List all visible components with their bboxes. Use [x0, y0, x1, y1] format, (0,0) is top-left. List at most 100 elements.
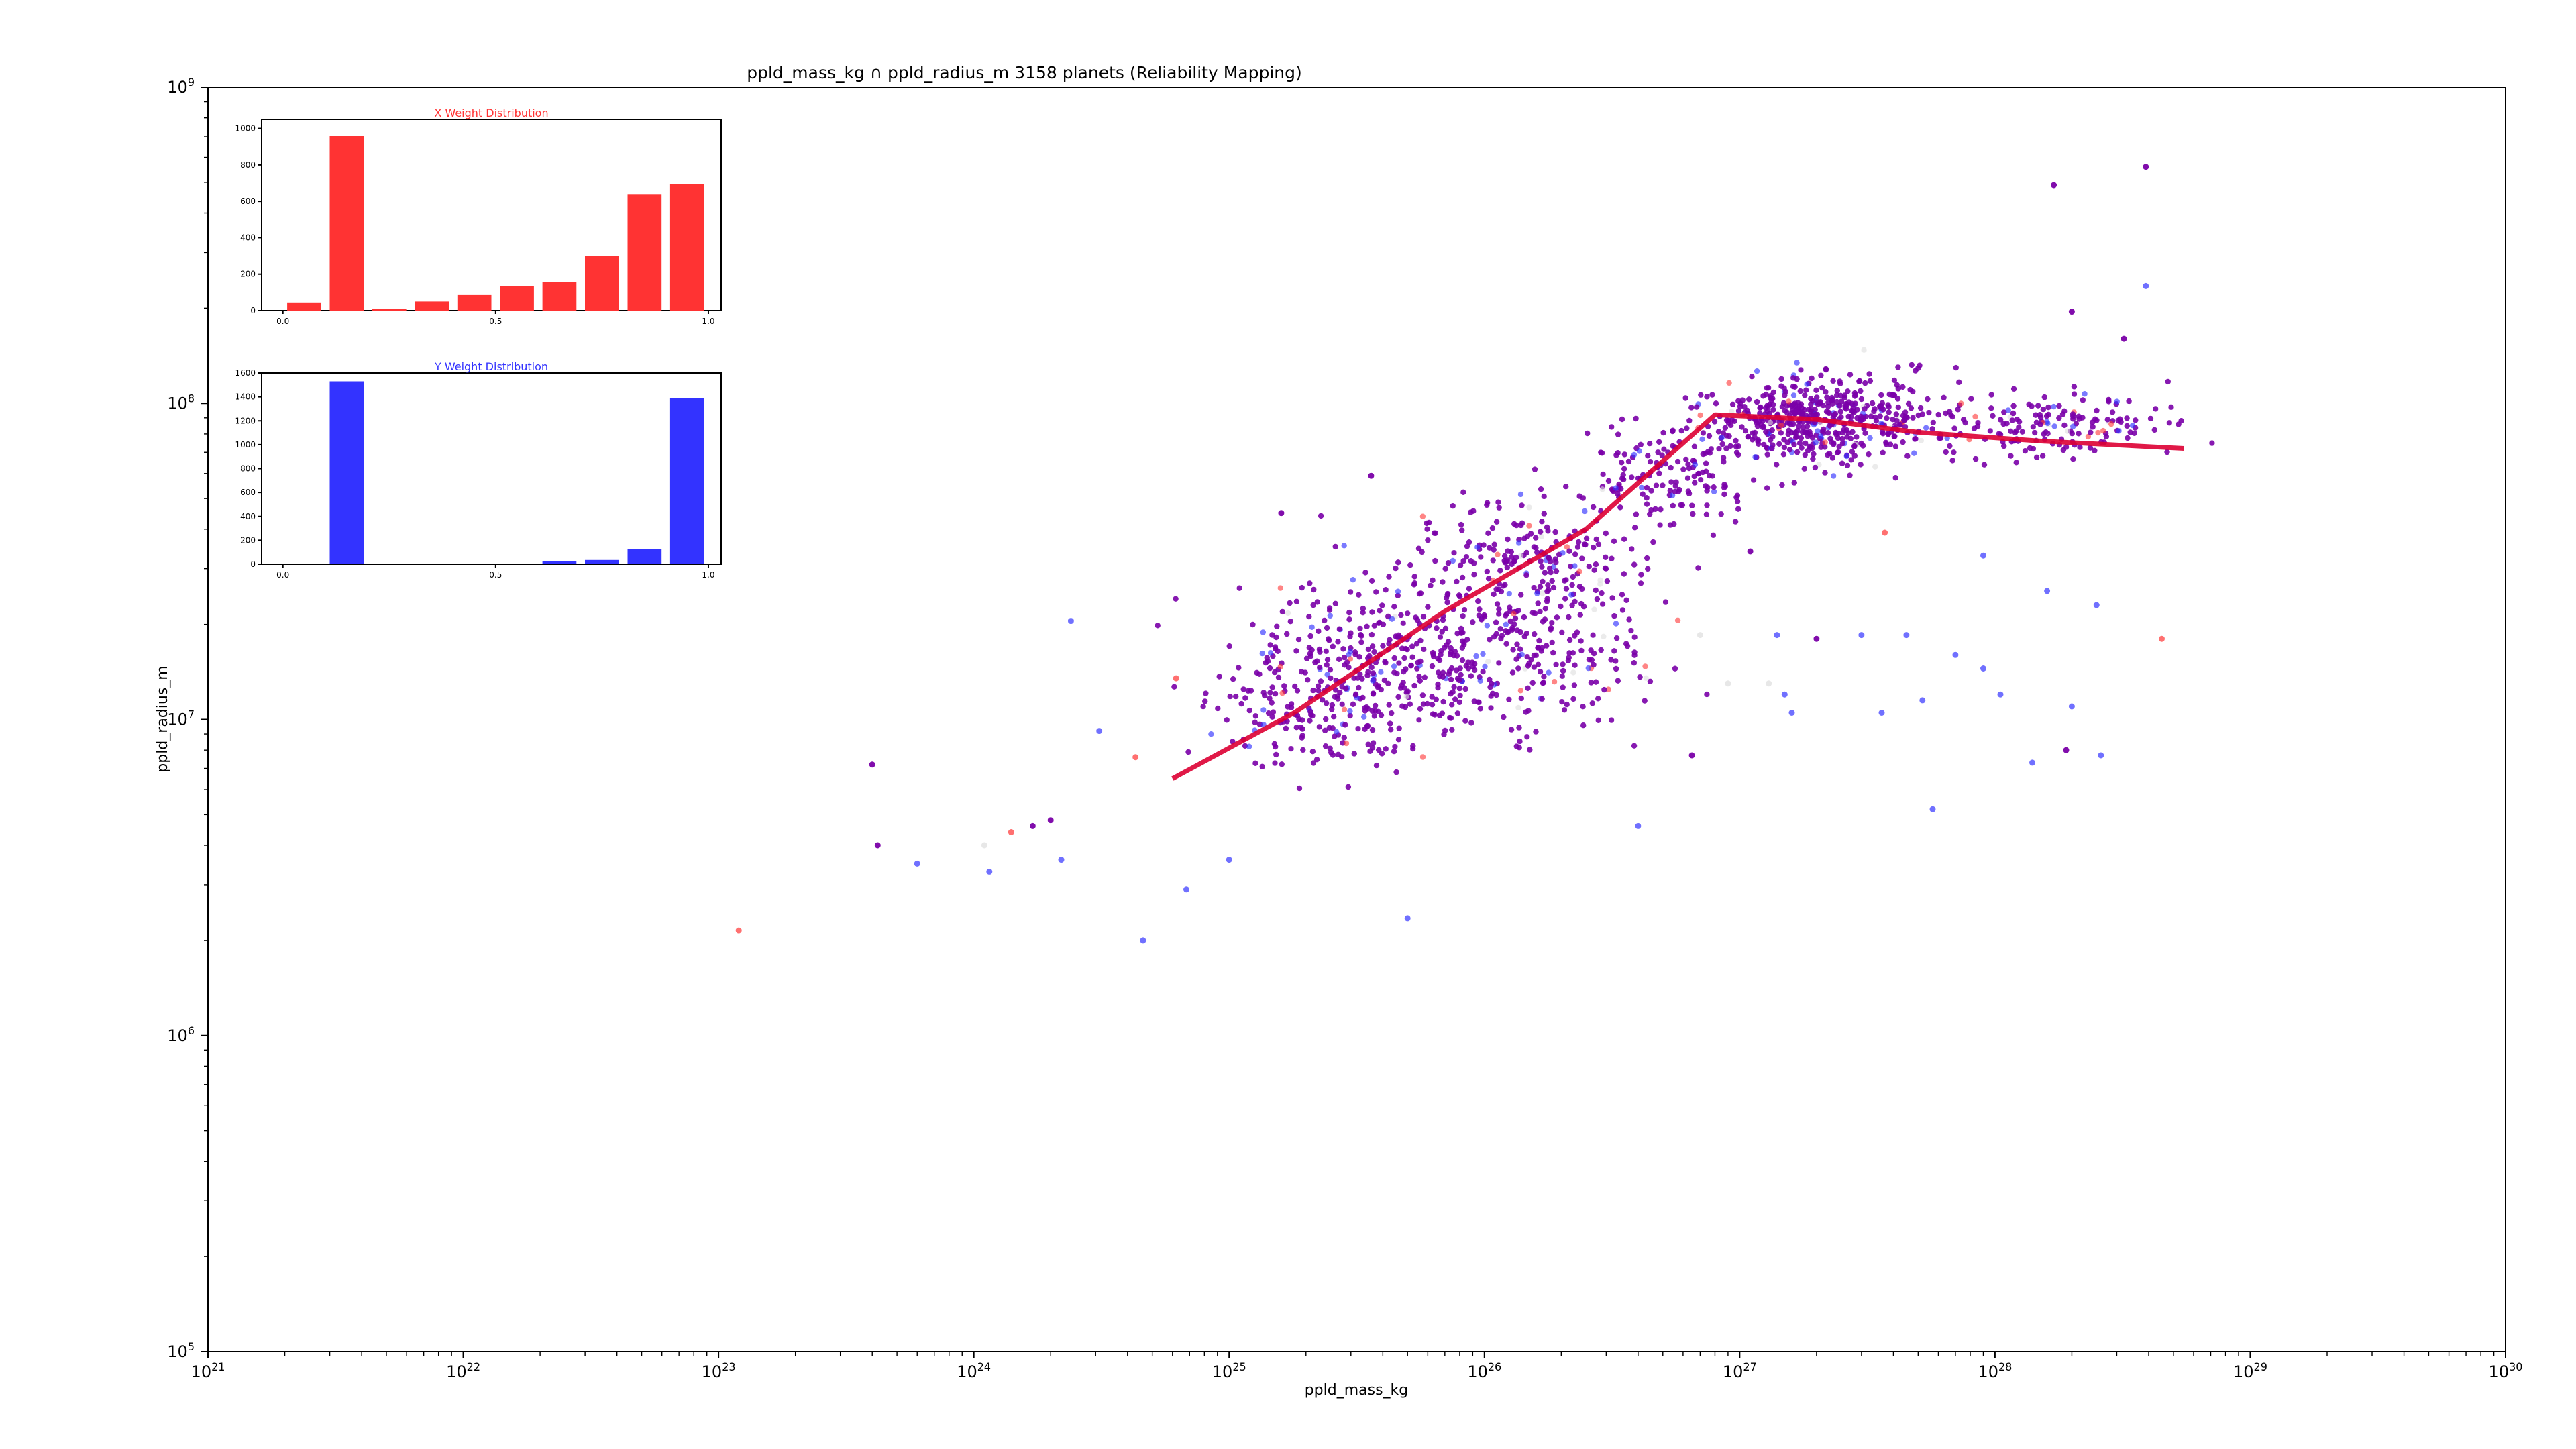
scatter-point	[1678, 502, 1684, 508]
scatter-point	[1704, 691, 1710, 698]
scatter-point	[1371, 713, 1377, 719]
scatter-point	[1647, 678, 1654, 684]
scatter-point	[1293, 648, 1299, 654]
scatter-point	[1729, 409, 1735, 415]
scatter-point	[1391, 748, 1397, 755]
scatter-point	[2166, 420, 2172, 426]
scatter-point	[2117, 416, 2123, 422]
scatter-point	[1817, 433, 1824, 439]
x-tick-label: 1027	[1723, 1360, 1757, 1381]
scatter-point	[2051, 182, 2057, 189]
scatter-point	[1878, 710, 1885, 716]
scatter-point	[1593, 536, 1599, 543]
scatter-point	[1535, 600, 1541, 606]
scatter-point	[1428, 582, 1434, 588]
scatter-point	[1599, 601, 1606, 607]
scatter-point	[1458, 672, 1464, 678]
scatter-point	[1644, 495, 1650, 501]
scatter-point	[1400, 680, 1406, 686]
scatter-point	[1588, 647, 1594, 653]
scatter-point	[1341, 543, 1347, 549]
scatter-point	[1682, 395, 1688, 401]
scatter-point	[1589, 657, 1595, 663]
scatter-point	[2069, 431, 2075, 437]
scatter-point	[1432, 530, 1439, 536]
scatter-point	[1531, 664, 1537, 670]
scatter-point	[1482, 663, 1488, 669]
scatter-point	[1434, 625, 1440, 631]
scatter-point	[1401, 655, 1407, 661]
scatter-point	[1814, 411, 1821, 418]
scatter-point	[1763, 429, 1769, 435]
scatter-point	[1265, 658, 1271, 665]
scatter-point	[1578, 647, 1585, 654]
scatter-point	[1621, 571, 1627, 577]
scatter-point	[1554, 614, 1560, 621]
scatter-point	[1869, 400, 1876, 407]
scatter-point	[1510, 647, 1516, 653]
scatter-point	[1320, 697, 1326, 703]
scatter-point	[1589, 700, 1595, 706]
scatter-point	[1930, 419, 1936, 426]
scatter-point	[1393, 565, 1399, 572]
scatter-point	[1484, 623, 1491, 629]
scatter-point	[1413, 641, 1420, 647]
scatter-point	[1511, 610, 1517, 616]
scatter-point	[1791, 480, 1797, 486]
scatter-point	[1527, 747, 1533, 753]
scatter-point	[2068, 703, 2075, 710]
scatter-point	[1613, 665, 1619, 672]
scatter-point	[1810, 455, 1816, 462]
scatter-point	[1450, 503, 1456, 509]
scatter-point	[1619, 416, 1625, 423]
scatter-point	[1457, 692, 1463, 699]
scatter-point	[1754, 398, 1760, 405]
scatter-point	[1425, 537, 1431, 543]
scatter-point	[1568, 592, 1574, 598]
scatter-point	[1396, 660, 1402, 666]
scatter-point	[1553, 568, 1560, 574]
scatter-point	[1807, 429, 1813, 435]
scatter-point	[1568, 564, 1574, 570]
scatter-point	[1564, 544, 1570, 550]
scatter-point	[1686, 465, 1693, 472]
scatter-point	[1416, 717, 1422, 723]
scatter-point	[1259, 650, 1266, 657]
scatter-point	[1605, 686, 1611, 692]
scatter-point	[2063, 747, 2070, 753]
scatter-point	[1362, 726, 1368, 733]
scatter-point	[1877, 413, 1883, 419]
scatter-point	[1845, 413, 1851, 420]
scatter-point	[1722, 483, 1728, 489]
scatter-point	[1356, 654, 1362, 660]
scatter-point	[1923, 425, 1929, 431]
scatter-point	[1797, 388, 1803, 394]
scatter-point	[1309, 624, 1315, 630]
scatter-point	[1935, 411, 1941, 418]
scatter-point	[1533, 729, 1539, 735]
scatter-point	[1917, 362, 1923, 368]
scatter-point	[1618, 486, 1624, 492]
scatter-point	[1524, 654, 1530, 660]
scatter-point	[1389, 710, 1395, 716]
scatter-point	[1613, 658, 1619, 664]
scatter-point	[1764, 444, 1770, 451]
scatter-point	[1435, 684, 1441, 691]
scatter-point	[1359, 676, 1365, 682]
scatter-point	[1518, 695, 1524, 702]
scatter-point	[1535, 661, 1542, 667]
scatter-point	[1885, 431, 1891, 437]
scatter-point	[1619, 592, 1625, 598]
scatter-point	[1813, 387, 1819, 393]
scatter-point	[1811, 451, 1817, 458]
scatter-point	[2143, 282, 2149, 289]
scatter-point	[2008, 453, 2014, 459]
scatter-point	[1358, 639, 1364, 645]
scatter-point	[1322, 727, 1328, 734]
scatter-point	[1495, 551, 1501, 557]
scatter-point	[1703, 460, 1709, 466]
scatter-point	[1838, 398, 1845, 405]
scatter-point	[1667, 522, 1674, 528]
scatter-point	[1537, 608, 1543, 615]
scatter-point	[1796, 440, 1803, 446]
